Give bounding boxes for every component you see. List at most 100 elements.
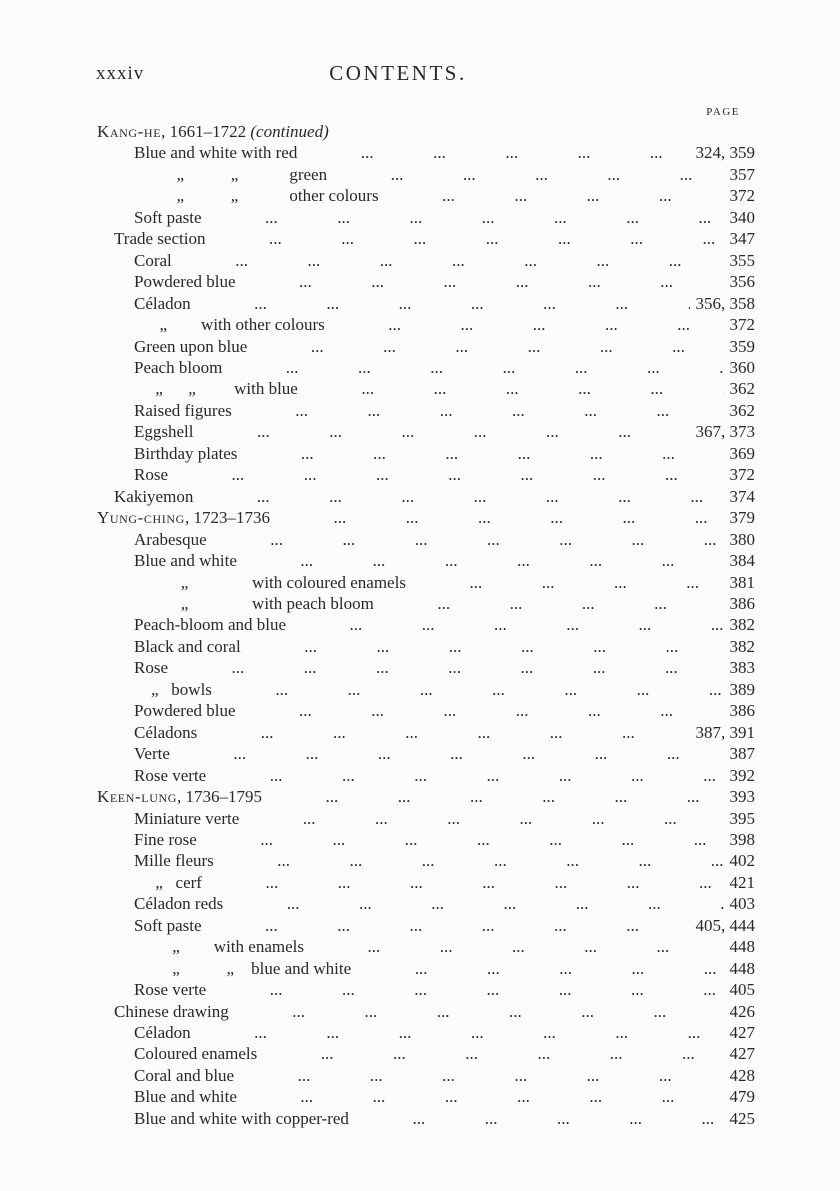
dot-leader: ... ... ... ... ... ... ... ... ... ... … bbox=[299, 272, 674, 292]
page-number: 448 bbox=[729, 937, 756, 957]
page-number: 357 bbox=[729, 164, 756, 184]
dot-leader: ... ... ... ... ... ... ... ... ... ... … bbox=[265, 915, 640, 935]
toc-entry-label: Green upon blue bbox=[134, 336, 248, 356]
page-number: 387, 391 bbox=[695, 722, 756, 742]
page-number: 426 bbox=[729, 1001, 756, 1021]
toc-entry-row: Miniature verte ... ... ... ... ... ... … bbox=[97, 808, 755, 829]
page-number: 355 bbox=[729, 250, 756, 270]
toc-entry-label: Birthday plates bbox=[134, 443, 238, 463]
toc-entry-row: Peach bloom ... ... ... ... ... ... ... … bbox=[97, 357, 755, 378]
toc-entry-row: Trade section ... ... ... ... ... ... ..… bbox=[97, 228, 755, 249]
toc-entry-row: Céladon ... ... ... ... ... ... ... ... … bbox=[97, 293, 755, 314]
dot-leader: ... ... ... ... ... ... ... ... ... ... … bbox=[260, 829, 707, 849]
page-number: 386 bbox=[729, 701, 756, 721]
toc-list: Kang-he, 1661–1722 (continued) Blue and w… bbox=[97, 121, 755, 1129]
dot-leader: ... ... ... ... ... ... ... ... ... ... … bbox=[231, 658, 678, 678]
page-number: 393 bbox=[729, 787, 756, 807]
toc-entry-row: Chinese drawing ... ... ... ... ... ... … bbox=[97, 1001, 755, 1022]
toc-entry-label: Kakiyemon bbox=[114, 486, 194, 506]
toc-entry-label: Peach-bloom and blue bbox=[134, 615, 287, 635]
toc-entry-label: „ cerf bbox=[134, 872, 202, 892]
section-heading: Keen-lung, 1736–1795 bbox=[97, 787, 262, 807]
toc-entry-row: Rose verte ... ... ... ... ... ... ... .… bbox=[97, 979, 755, 1000]
section-heading: Yung-ching, 1723–1736 bbox=[97, 508, 270, 528]
dot-leader: ... ... ... ... ... ... ... ... ... ... … bbox=[300, 551, 675, 571]
toc-entry-row: Coral ... ... ... ... ... ... ... ... ..… bbox=[97, 250, 755, 271]
page-number: 362 bbox=[729, 379, 756, 399]
toc-entry-row: „ „ other colours ... ... ... ... ... ..… bbox=[97, 185, 756, 206]
page-number: 392 bbox=[729, 765, 756, 785]
toc-section-row: Yung-ching, 1723–1736 ... ... ... ... ..… bbox=[97, 507, 755, 528]
dot-leader: ... ... ... ... ... ... ... ... ... ... … bbox=[297, 1065, 672, 1085]
dot-leader: ... ... ... ... ... ... ... ... ... ... … bbox=[265, 872, 712, 892]
section-name: Yung-ching bbox=[97, 508, 185, 528]
toc-entry-label: Black and coral bbox=[134, 636, 241, 656]
page-number: 402 bbox=[729, 851, 756, 871]
toc-entry-row: Blue and white ... ... ... ... ... ... .… bbox=[97, 1086, 755, 1107]
page-number: 387 bbox=[729, 744, 756, 764]
dot-leader: ... ... ... ... ... ... ... ... ... ... … bbox=[256, 486, 704, 506]
dot-leader: ... ... ... ... ... ... ... ... ... ... … bbox=[254, 293, 689, 313]
dot-leader: ... ... ... ... ... ... ... ... ... ... … bbox=[300, 443, 675, 463]
page-number: 405, 444 bbox=[695, 915, 756, 935]
page-number: 395 bbox=[729, 808, 756, 828]
section-heading: Kang-he, 1661–1722 (continued) bbox=[97, 122, 329, 141]
page-number: 362 bbox=[729, 400, 756, 420]
dot-leader: ... ... ... ... ... ... ... ... ... ... … bbox=[361, 379, 723, 399]
page-number: 421 bbox=[729, 872, 756, 892]
page-number: 405 bbox=[729, 980, 756, 1000]
dot-leader: ... ... ... ... ... ... ... ... ... ... … bbox=[442, 186, 672, 206]
toc-entry-row: Green upon blue ... ... ... ... ... ... … bbox=[97, 336, 755, 357]
toc-entry-label: Coloured enamels bbox=[134, 1044, 258, 1064]
page-number: 448 bbox=[729, 958, 756, 978]
toc-entry-row: Fine rose ... ... ... ... ... ... ... ..… bbox=[97, 829, 755, 850]
toc-entry-row: „ with enamels ... ... ... ... ... ... .… bbox=[97, 936, 755, 957]
dot-leader: ... ... ... ... ... ... ... ... ... ... … bbox=[233, 744, 680, 764]
page-number: 372 bbox=[729, 465, 756, 485]
page-number: 403 bbox=[729, 894, 756, 914]
toc-entry-label: Rose bbox=[134, 658, 168, 678]
dot-leader: ... ... ... ... ... ... ... ... ... ... … bbox=[388, 315, 690, 335]
dot-leader: ... ... ... ... ... ... ... ... ... ... … bbox=[270, 529, 717, 549]
toc-entry-label: Rose verte bbox=[134, 980, 207, 1000]
page-number: 356 bbox=[729, 272, 756, 292]
dot-leader: ... ... ... ... ... ... ... ... ... ... … bbox=[275, 679, 722, 699]
toc-entry-label: Powdered blue bbox=[134, 701, 236, 721]
toc-entry-label: „ „ other colours bbox=[134, 186, 379, 206]
dot-leader: ... ... ... ... ... ... ... ... ... ... … bbox=[320, 1044, 695, 1064]
toc-entry-label: Céladon bbox=[134, 1023, 191, 1043]
toc-entry-row: Rose ... ... ... ... ... ... ... ... ...… bbox=[97, 464, 755, 485]
dot-leader: ... ... ... ... ... ... ... ... ... ... … bbox=[286, 894, 724, 914]
toc-entry-row: Rose ... ... ... ... ... ... ... ... ...… bbox=[97, 657, 755, 678]
page-number: 427 bbox=[729, 1044, 756, 1064]
dot-leader: ... ... ... ... ... ... ... ... ... ... … bbox=[231, 465, 678, 485]
toc-entry-row: Raised figures ... ... ... ... ... ... .… bbox=[97, 400, 755, 421]
dot-leader: ... ... ... ... ... ... ... ... ... ... … bbox=[277, 851, 724, 871]
section-name: Keen-lung bbox=[97, 787, 177, 807]
toc-entry-label: Arabesque bbox=[134, 529, 207, 549]
section-continued-note: (continued) bbox=[250, 122, 329, 141]
page-number: 324, 359 bbox=[695, 143, 756, 163]
page-number: 428 bbox=[729, 1065, 756, 1085]
toc-entry-label: „ with peach bloom bbox=[134, 593, 374, 613]
page-number: 369 bbox=[729, 443, 756, 463]
toc-entry-row: Mille fleurs ... ... ... ... ... ... ...… bbox=[97, 850, 755, 871]
dot-leader: ... ... ... ... ... ... ... ... ... ... … bbox=[367, 937, 670, 957]
toc-entry-label: Blue and white with red bbox=[134, 143, 298, 163]
toc-entry-label: Blue and white bbox=[134, 1087, 237, 1107]
dot-leader: ... ... ... ... ... ... ... ... ... ... … bbox=[292, 1001, 667, 1021]
page-number: 379 bbox=[729, 508, 756, 528]
toc-entry-row: Blue and white with copper-red ... ... .… bbox=[97, 1108, 755, 1129]
toc-entry-label: Céladon bbox=[134, 293, 191, 313]
toc-entry-row: Céladon ... ... ... ... ... ... ... ... … bbox=[97, 1022, 755, 1043]
dot-leader: ... ... ... ... ... ... ... ... ... ... … bbox=[390, 164, 693, 184]
toc-entry-label: Rose bbox=[134, 465, 168, 485]
toc-entry-label: „ with other colours bbox=[134, 315, 325, 335]
toc-entry-row: „ „ blue and white ... ... ... ... ... .… bbox=[97, 958, 755, 979]
page-number: 356, 358 bbox=[695, 293, 756, 313]
toc-entry-label: Verte bbox=[134, 744, 170, 764]
page-number: 389 bbox=[729, 679, 756, 699]
toc-entry-row: „ cerf ... ... ... ... ... ... ... ... .… bbox=[97, 872, 755, 893]
toc-entry-row: Peach-bloom and blue ... ... ... ... ...… bbox=[97, 614, 755, 635]
dot-leader: ... ... ... ... ... ... ... ... ... ... … bbox=[304, 636, 679, 656]
